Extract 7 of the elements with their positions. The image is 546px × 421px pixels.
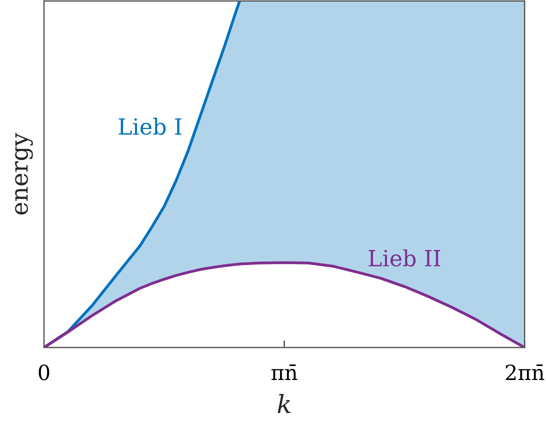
x-axis-title: k <box>278 394 290 414</box>
series-label: Lieb I <box>118 118 182 135</box>
x-tick-label: πn̄ <box>271 364 298 380</box>
x-tick-label: 2πn̄ <box>506 364 544 380</box>
series-label: Lieb II <box>368 249 440 267</box>
y-axis-title: energy <box>15 132 33 215</box>
x-tick-label: 0 <box>38 364 50 380</box>
